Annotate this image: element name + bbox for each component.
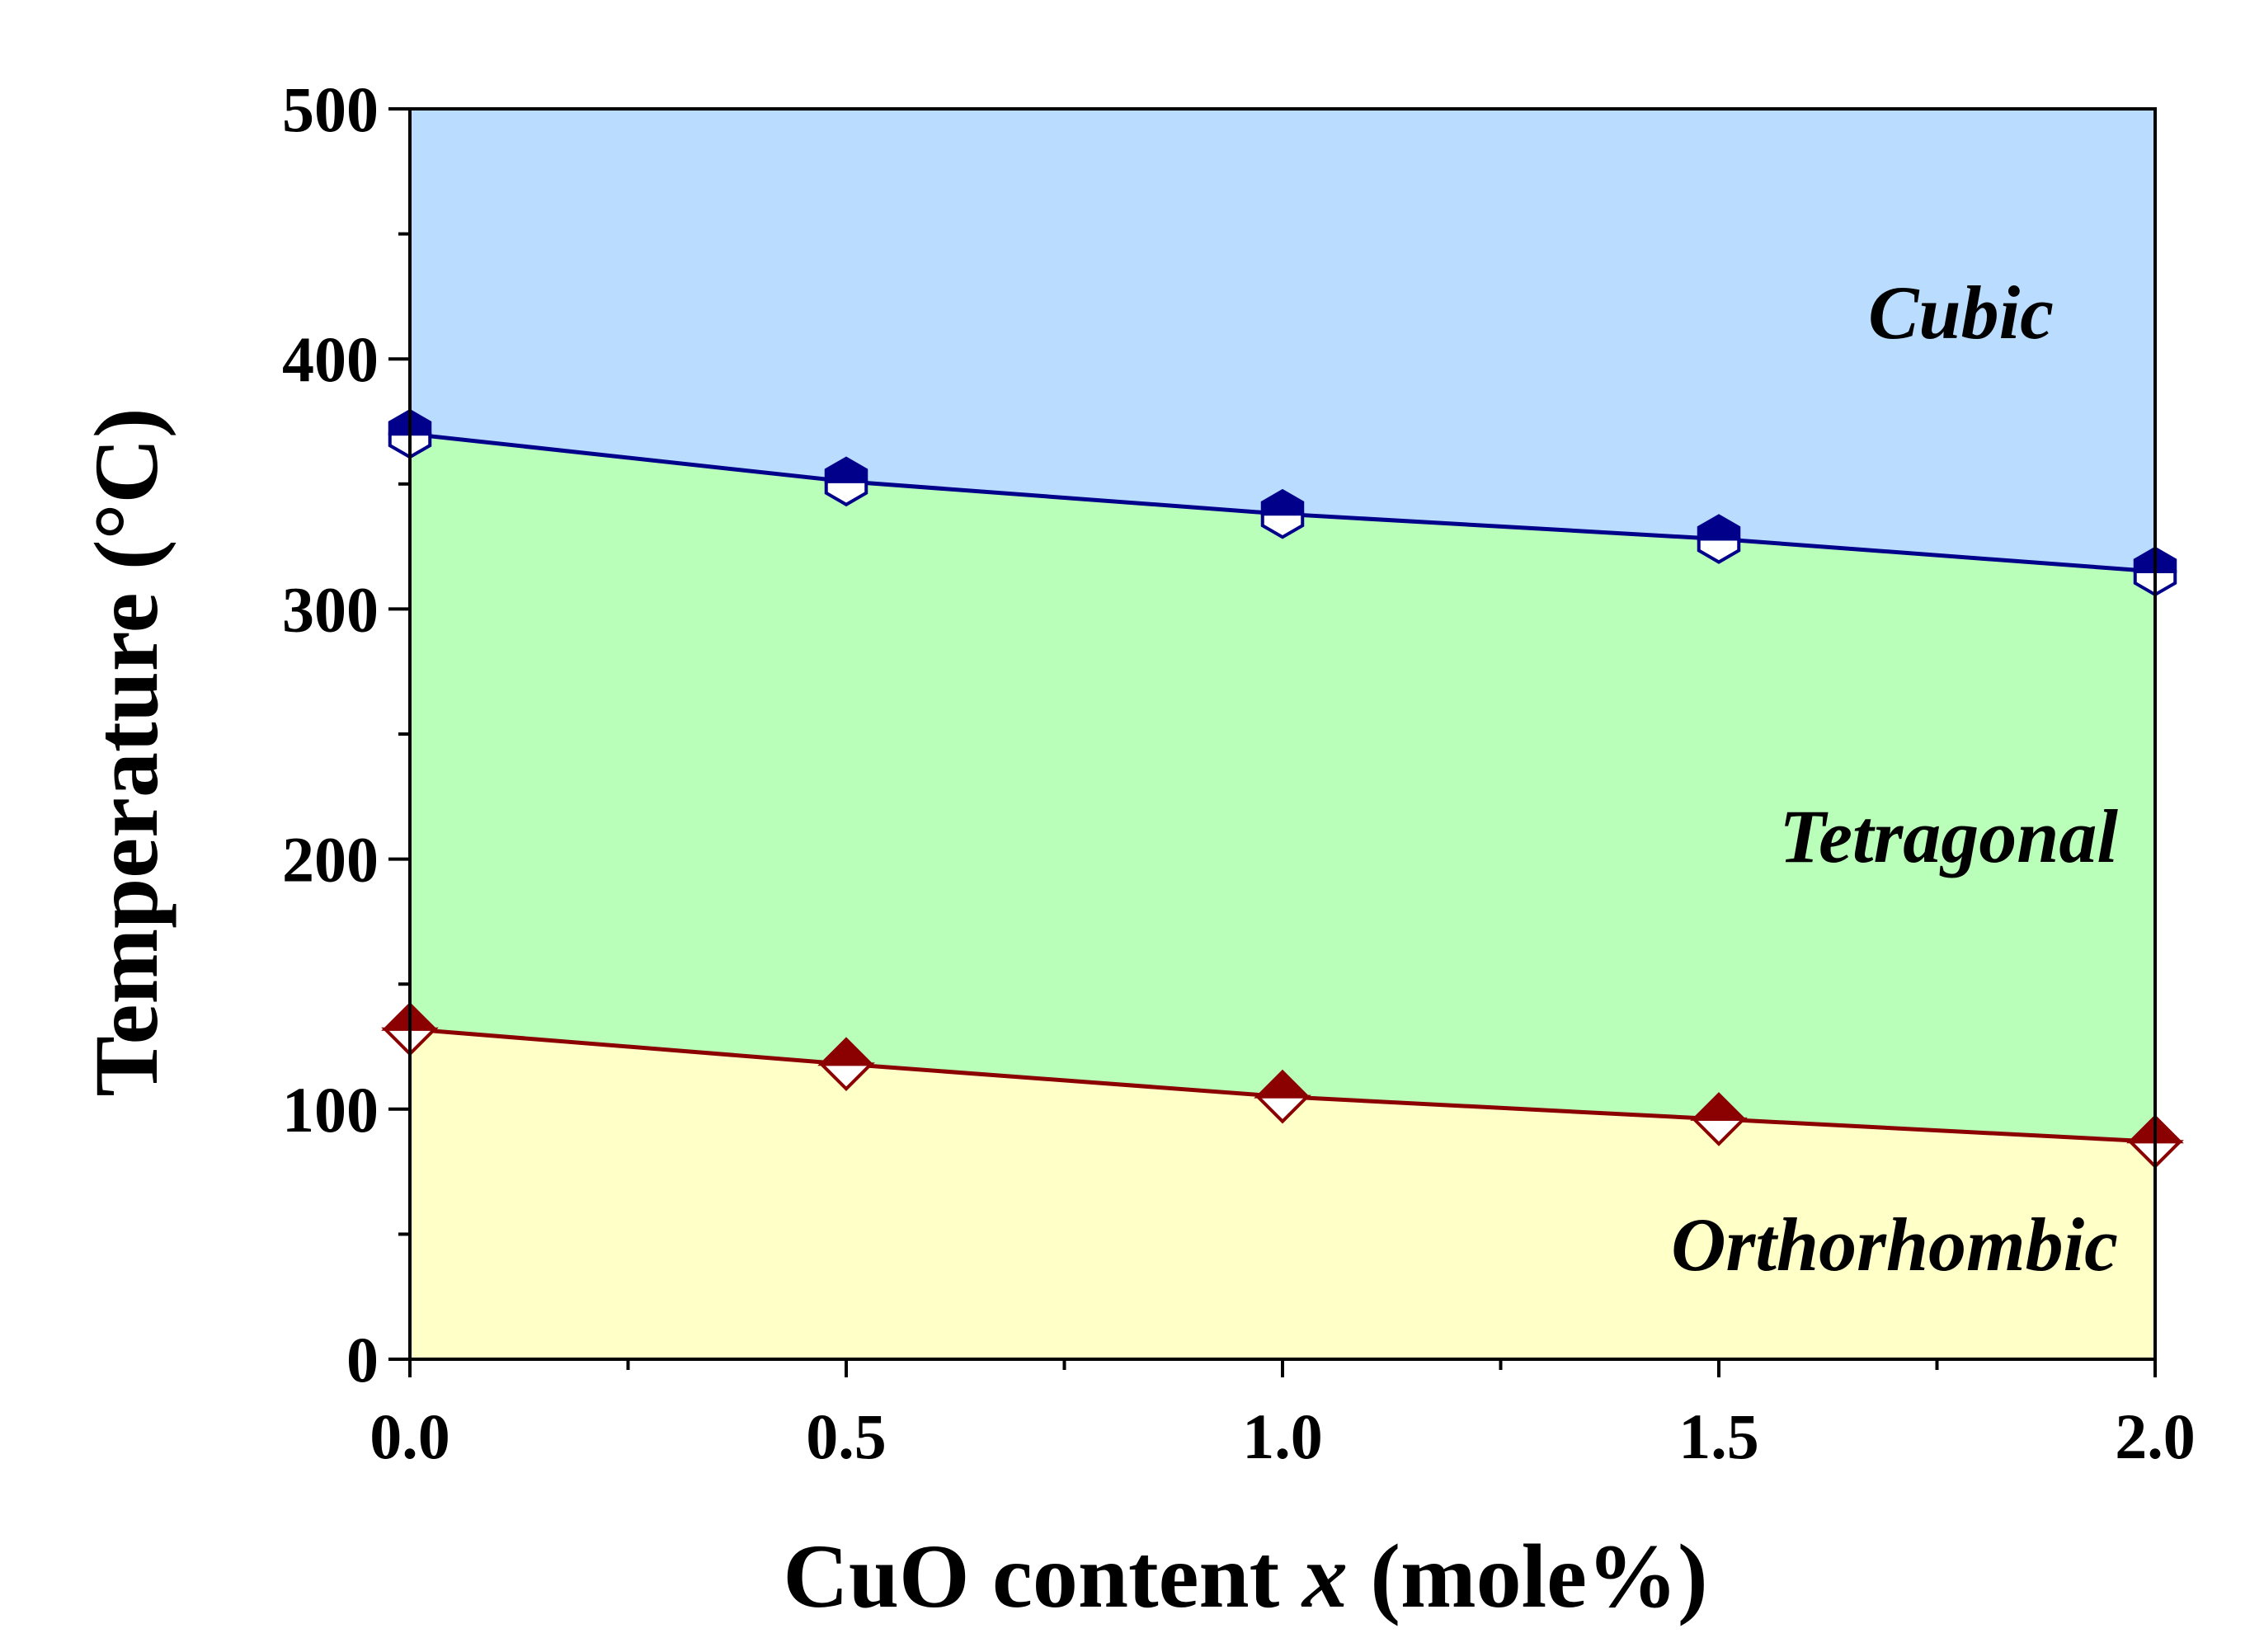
x-axis-title: CuO content x (mole%)	[783, 1526, 1707, 1626]
hexagon-marker-1	[824, 456, 868, 507]
y-tick-label: 100	[282, 1074, 379, 1146]
diamond-marker-1	[817, 1037, 875, 1092]
hexagon-marker-3	[1697, 514, 1741, 564]
region-label-tetragonal: Tetragonal	[1779, 794, 2118, 878]
marker-top-half	[824, 456, 868, 483]
x-tick-label: 0.5	[806, 1400, 887, 1472]
region-tetragonal	[410, 434, 2155, 1142]
diamond-marker-2	[1254, 1069, 1311, 1124]
x-tick-label: 0.0	[369, 1400, 450, 1472]
y-tick-label: 300	[282, 573, 379, 645]
marker-top-half	[817, 1037, 875, 1066]
diamond-marker-3	[1690, 1092, 1748, 1146]
marker-top-half	[1260, 488, 1305, 516]
x-tick-label: 2.0	[2115, 1400, 2196, 1472]
region-cubic	[410, 109, 2155, 572]
marker-top-half	[1697, 514, 1741, 541]
marker-top-half	[1254, 1069, 1311, 1099]
y-tick-label: 200	[282, 824, 379, 896]
hexagon-marker-2	[1260, 488, 1305, 539]
region-label-orthorhombic: Orthorhombic	[1671, 1203, 2118, 1287]
region-label-cubic: Cubic	[1868, 271, 2054, 355]
y-axis-title: Temperature (°C)	[76, 407, 177, 1096]
y-tick-label: 0	[346, 1324, 379, 1395]
series-markers	[381, 408, 2184, 1170]
y-tick-label: 400	[282, 323, 379, 395]
region-orthorhombic	[410, 1028, 2155, 1359]
axes: 0.0 0.5 1.0 1.5 2.0 0 100 200 300 400 500	[282, 73, 2196, 1472]
marker-top-half	[1690, 1092, 1748, 1121]
x-tick-label: 1.5	[1678, 1400, 1759, 1472]
phase-regions	[410, 109, 2155, 1359]
x-tick-label: 1.0	[1242, 1400, 1323, 1472]
y-tick-label: 500	[282, 73, 379, 145]
